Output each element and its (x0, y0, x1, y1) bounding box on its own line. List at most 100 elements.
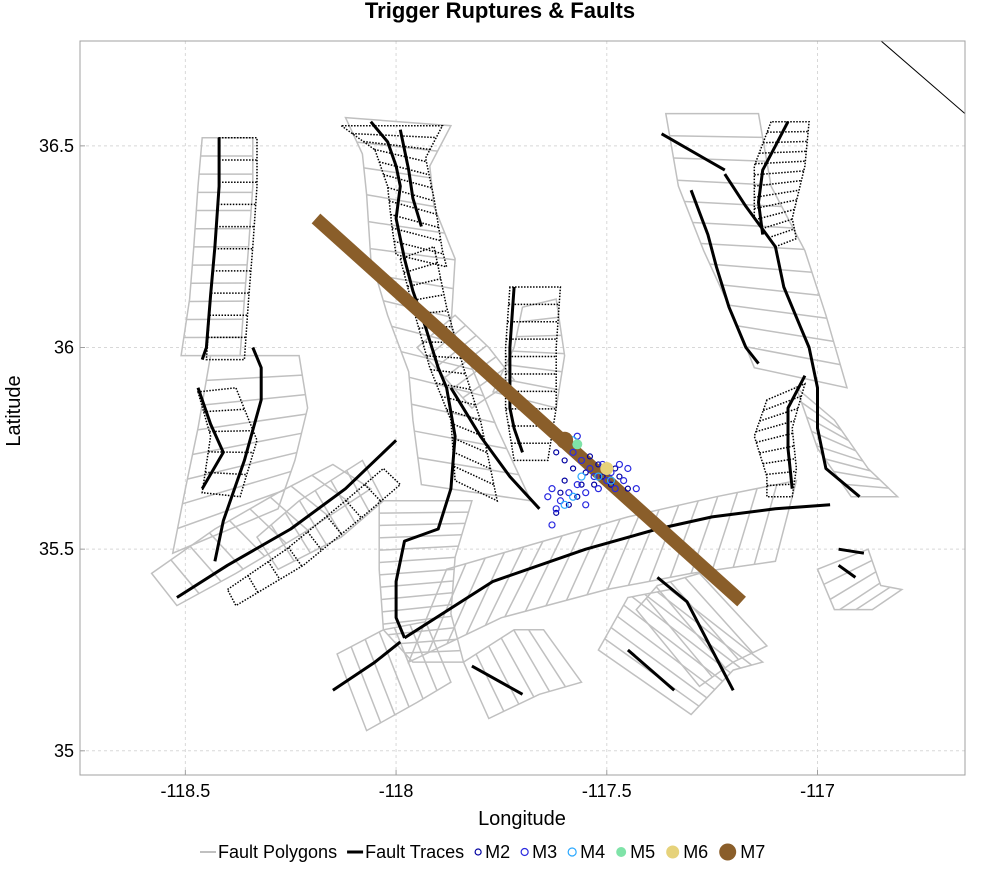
fault-polygon-dotted-rung (352, 132, 437, 139)
legend-item: Fault Traces (347, 842, 464, 862)
fault-polygon-rung (446, 557, 486, 645)
earthquake-m2 (586, 453, 594, 460)
fault-polygon-rung (201, 393, 306, 406)
fault-polygon-dotted-outline (753, 120, 810, 248)
fault-trace (449, 387, 541, 510)
chart-title: Trigger Ruptures & Faults (365, 0, 635, 23)
fault-polygon-rung (504, 540, 544, 618)
earthquake-m2 (553, 509, 560, 516)
fault-polygon-rung (645, 597, 713, 678)
fault-polygon-rung (644, 593, 742, 669)
earthquake-m3 (544, 493, 552, 501)
fault-polygon-dotted-rung (755, 160, 806, 165)
fault-polygon-outline (597, 588, 765, 716)
fault-trace (176, 439, 398, 599)
earthquake-m2 (624, 485, 631, 492)
y-tick-label: 35 (54, 741, 74, 761)
fault-trace (200, 137, 221, 361)
earthquake-m2 (569, 465, 577, 472)
fault-polygon-rung (382, 615, 452, 625)
fault-polygon (462, 629, 583, 720)
earthquake-m6 (600, 461, 614, 475)
legend-label: M2 (485, 842, 510, 862)
earthquake-m3 (586, 464, 594, 473)
fault-polygon-outline (336, 620, 452, 732)
fault-polygon (336, 620, 452, 732)
fault-polygon-rung (728, 304, 827, 319)
fault-polygon-dotted-outline (205, 137, 258, 361)
earthquake-m3 (582, 489, 590, 497)
fault-polygon-rung (623, 604, 724, 682)
x-tick-label: -117.5 (582, 781, 632, 801)
fault-polygon (407, 479, 798, 664)
fault-polygon-rung (177, 489, 285, 530)
fault-polygon-outline (462, 629, 583, 720)
fault-trace (837, 564, 857, 579)
earthquake-m2 (565, 501, 572, 508)
fault-polygon-rung (631, 596, 732, 674)
earthquake-m2 (582, 469, 589, 476)
legend-item: M7 (719, 842, 765, 862)
earthquake-m2 (561, 477, 568, 484)
earthquake-m3 (573, 481, 581, 489)
fault-polygon (180, 137, 254, 357)
fault-polygon-rung (228, 520, 266, 557)
fault-polygon-rung (197, 413, 307, 431)
fault-polygon-dotted-rung (364, 483, 382, 502)
fault-polygon-rung (656, 591, 753, 666)
fault-polygon-rung (669, 581, 740, 661)
fault-polygon-outline (150, 463, 373, 607)
fault-polygon-dotted-rung (762, 395, 802, 412)
fault-polygon-rung (364, 639, 396, 716)
fault-polygon-dotted-rung (754, 170, 804, 176)
fault-polygon-rung (382, 603, 452, 613)
fault-polygon-rung (610, 626, 708, 699)
fault-polygon-dotted-rung (388, 200, 437, 215)
fault-polygon-dotted-rung (326, 515, 343, 535)
fault-polygon-rung (453, 356, 497, 389)
fault-polygon-rung (829, 571, 877, 601)
x-tick-label: -118 (379, 781, 414, 801)
legend-label: M7 (740, 842, 765, 862)
fault-polygon-rung (378, 631, 410, 708)
fault-polygon-rung (249, 508, 287, 544)
legend-label: M4 (580, 842, 605, 862)
earthquake-m5 (572, 439, 583, 450)
fault-polygon-dotted-outline (399, 245, 499, 503)
earthquake-m3 (548, 521, 556, 529)
fault-polygon-dotted-rung (363, 140, 431, 151)
fault-trace (332, 640, 402, 692)
fault-trace (660, 132, 726, 172)
legend-label: Fault Traces (365, 842, 464, 862)
earthquake-m3 (548, 485, 556, 493)
earthquake-m2 (595, 461, 602, 468)
legend-item: M3 (520, 842, 557, 862)
fault-polygon-rung (719, 283, 820, 296)
earthquake-m4 (560, 500, 569, 509)
fault-polygon-rung (269, 496, 309, 531)
legend-label: M6 (683, 842, 708, 862)
fault-polygon-dotted-rung (452, 451, 491, 470)
fault-polygon-outline (416, 314, 516, 409)
fault-polygon-rung (182, 470, 292, 505)
fault-polygon-rung (208, 532, 244, 570)
fault-polygon-rung (677, 179, 771, 186)
fault-polygon-dotted-rung (759, 150, 807, 154)
fault-polygon-dotted (753, 120, 810, 248)
fault-polygon-rung (417, 457, 519, 476)
fault-polygon-rung (379, 556, 456, 564)
fault-polygon-rung (290, 485, 330, 517)
fault-polygon-rung (368, 220, 445, 234)
legend-item: M4 (567, 842, 605, 862)
earthquake-m3 (615, 460, 624, 469)
earthquake-m2 (561, 457, 568, 464)
earthquake-m7 (556, 431, 574, 449)
fault-polygon-outline (794, 385, 900, 498)
legend-item: M2 (474, 842, 510, 862)
fault-polygon-rung (516, 334, 562, 338)
fault-polygon-rung (839, 582, 881, 611)
fault-polygon-rung (393, 627, 424, 700)
earthquake-m3 (603, 476, 611, 485)
fault-polygon-dotted (226, 467, 402, 607)
